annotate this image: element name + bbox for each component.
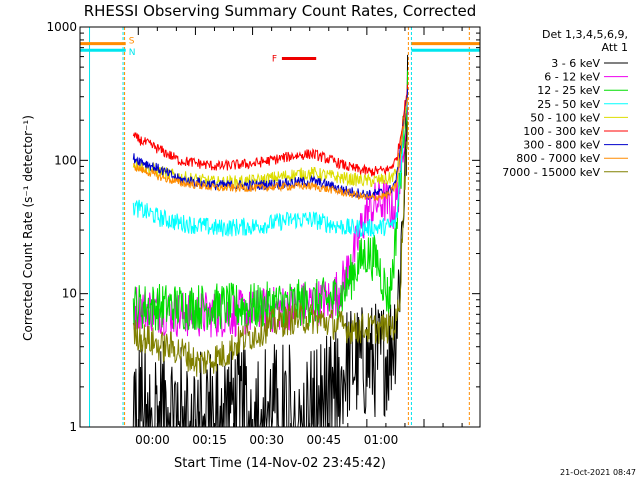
y-tick-label: 1 (69, 420, 77, 434)
series-line-2 (132, 70, 409, 331)
chart-title: RHESSI Observing Summary Count Rates, Co… (84, 2, 477, 20)
flag-label: F (272, 55, 277, 65)
series-line-5 (132, 84, 409, 177)
series-line-3 (132, 92, 409, 238)
legend-label: 800 - 7000 keV (516, 152, 600, 165)
series-line-8 (132, 121, 409, 377)
legend-label: 12 - 25 keV (537, 84, 600, 97)
footer-date: 21-Oct-2021 08:47 (560, 468, 636, 477)
legend-header: Det 1,3,4,5,6,9, (542, 28, 628, 41)
legend-label: 3 - 6 keV (551, 57, 600, 70)
series-line-6 (132, 88, 409, 200)
x-tick-label: 00:45 (307, 433, 342, 447)
x-axis-label: Start Time (14-Nov-02 23:45:42) (174, 456, 386, 471)
x-tick-label: 00:30 (249, 433, 284, 447)
flag-label: N (129, 48, 136, 58)
legend-label: 25 - 50 keV (537, 98, 600, 111)
legend-label: 50 - 100 keV (530, 111, 600, 124)
x-tick-label: 00:15 (192, 433, 227, 447)
flag-label: S (129, 37, 135, 47)
series-line-0 (132, 54, 409, 427)
x-tick-label: 01:00 (364, 433, 399, 447)
legend-header: Att 1 (602, 41, 628, 54)
y-tick-label: 1000 (46, 20, 77, 34)
legend-label: 100 - 300 keV (523, 125, 600, 138)
legend-label: 300 - 800 keV (523, 139, 600, 152)
y-tick-label: 100 (54, 153, 77, 167)
plot-frame (79, 26, 481, 428)
y-axis-label: Corrected Count Rate (s⁻¹ detector⁻¹) (21, 115, 35, 341)
series-line-7 (132, 97, 409, 202)
series-line-4 (132, 94, 409, 191)
y-tick-label: 10 (62, 287, 77, 301)
x-tick-label: 00:00 (135, 433, 170, 447)
legend-label: 6 - 12 keV (544, 71, 600, 84)
legend-label: 7000 - 15000 keV (502, 166, 600, 179)
